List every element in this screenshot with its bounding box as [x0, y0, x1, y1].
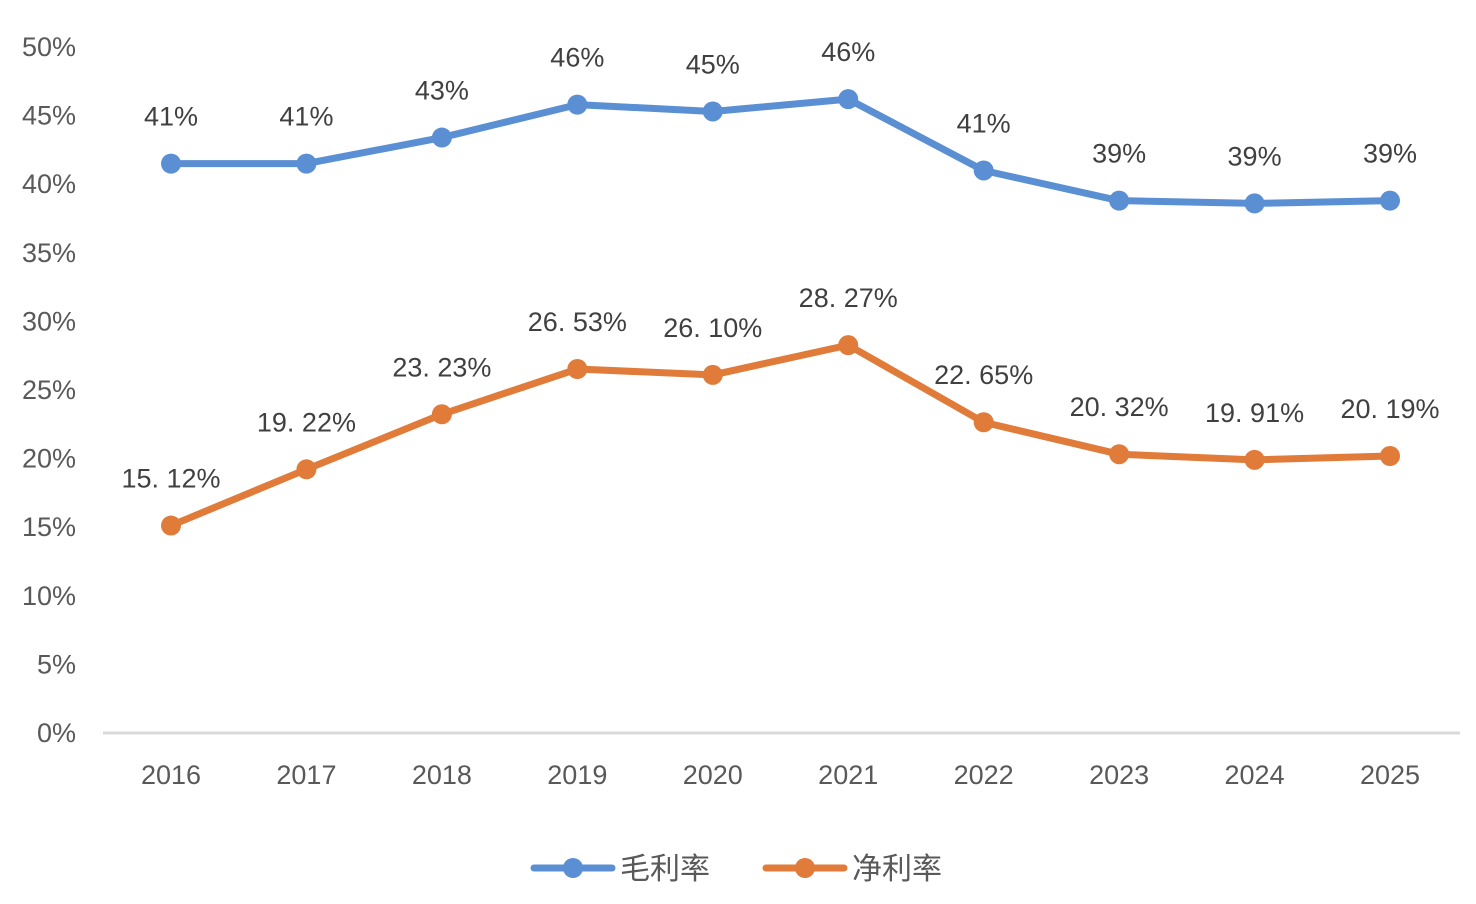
data-label: 26. 10%	[663, 313, 762, 343]
data-point	[838, 89, 859, 110]
data-label: 43%	[415, 76, 469, 106]
data-point	[431, 404, 452, 425]
x-tick-label: 2023	[1089, 760, 1149, 790]
data-label: 20. 32%	[1070, 392, 1169, 422]
data-label: 22. 65%	[934, 360, 1033, 390]
data-point	[973, 160, 994, 181]
data-label: 19. 22%	[257, 407, 356, 437]
data-point	[161, 515, 181, 536]
y-tick-label: 15%	[22, 512, 76, 542]
legend-item-net-margin: 净利率	[762, 852, 942, 887]
data-label: 39%	[1092, 139, 1146, 169]
data-point	[161, 153, 181, 174]
y-tick-label: 10%	[22, 581, 76, 611]
data-label: 26. 53%	[528, 307, 627, 337]
x-tick-label: 2019	[547, 760, 607, 790]
legend-label: 净利率	[852, 852, 942, 887]
data-label: 28. 27%	[799, 283, 898, 313]
x-tick-label: 2018	[412, 760, 472, 790]
y-tick-label: 35%	[22, 238, 76, 268]
data-label: 45%	[686, 49, 740, 79]
data-point	[1244, 193, 1265, 214]
data-point	[1244, 449, 1265, 470]
data-point	[1380, 190, 1400, 211]
data-point	[1109, 190, 1130, 211]
data-point	[973, 412, 994, 433]
y-tick-label: 40%	[22, 169, 76, 199]
legend-point-marker	[563, 858, 583, 878]
legend: 毛利率 净利率	[530, 852, 942, 887]
series-gross-margin: 41% 41% 43% 46% 45% 46% 41% 39% 39% 39%	[144, 37, 1417, 214]
y-tick-label: 20%	[22, 444, 76, 474]
y-tick-label: 45%	[22, 101, 76, 131]
data-label: 46%	[550, 43, 604, 73]
data-label: 19. 91%	[1205, 398, 1304, 428]
x-tick-label: 2024	[1225, 760, 1285, 790]
data-point	[1380, 445, 1400, 466]
series-net-margin: 15. 12% 19. 22% 23. 23% 26. 53% 26. 10% 28. 2…	[121, 283, 1440, 536]
x-tick-label: 2022	[954, 760, 1014, 790]
data-label: 41%	[957, 108, 1011, 138]
data-point	[702, 101, 723, 122]
data-point	[702, 364, 723, 385]
data-point	[567, 94, 588, 115]
data-label: 20. 19%	[1340, 394, 1439, 424]
x-axis: 2016 2017 2018 2019 2020 2021 2022 2023 2024 2025	[141, 760, 1420, 790]
data-label: 46%	[821, 37, 875, 67]
data-point	[1109, 444, 1130, 465]
data-label: 23. 23%	[392, 352, 491, 382]
data-label: 39%	[1228, 141, 1282, 171]
y-tick-label: 30%	[22, 306, 76, 336]
y-tick-label: 5%	[37, 649, 76, 679]
data-label: 15. 12%	[121, 464, 220, 494]
data-point	[296, 153, 317, 174]
series-line	[167, 95, 1394, 207]
data-point	[838, 335, 859, 356]
data-point	[296, 459, 317, 480]
data-point	[431, 127, 452, 148]
legend-item-gross-margin: 毛利率	[530, 852, 710, 887]
series-line	[167, 341, 1394, 530]
data-label: 41%	[279, 102, 333, 132]
data-label: 41%	[144, 102, 198, 132]
x-tick-label: 2021	[818, 760, 878, 790]
x-tick-label: 2016	[141, 760, 201, 790]
data-point	[567, 359, 588, 380]
legend-point-marker	[795, 858, 815, 878]
x-tick-label: 2020	[683, 760, 743, 790]
x-tick-label: 2025	[1360, 760, 1420, 790]
legend-label: 毛利率	[620, 852, 710, 887]
y-tick-label: 50%	[22, 32, 76, 62]
series-layer: 41% 41% 43% 46% 45% 46% 41% 39% 39% 39% 15. 12% 19.…	[121, 37, 1440, 536]
y-axis: 0% 5% 10% 15% 20% 25% 30% 35% 40% 45% 50%	[22, 32, 76, 748]
y-tick-label: 25%	[22, 375, 76, 405]
x-tick-label: 2017	[276, 760, 336, 790]
y-tick-label: 0%	[37, 718, 76, 748]
data-label: 39%	[1363, 139, 1417, 169]
